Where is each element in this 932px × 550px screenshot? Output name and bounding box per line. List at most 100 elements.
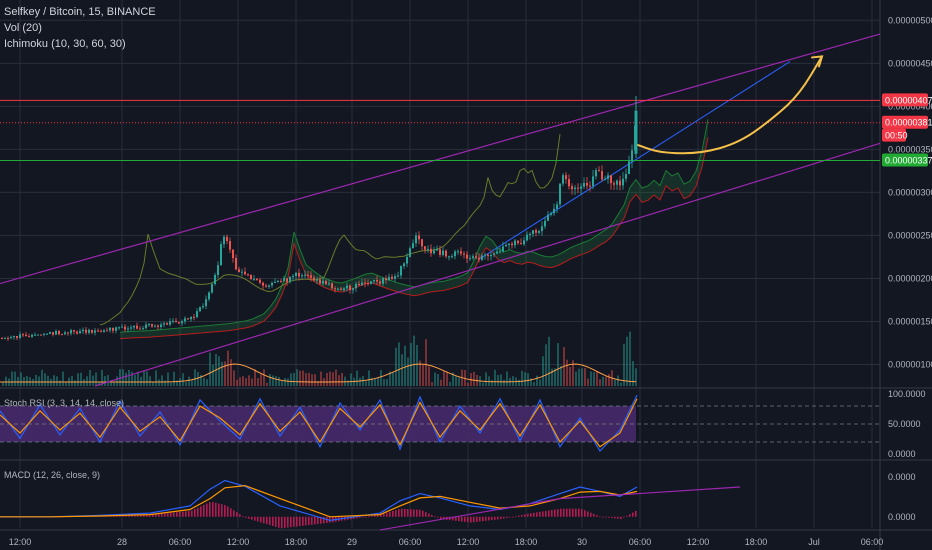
ichimoku-cloud <box>120 119 708 339</box>
volume-bar <box>26 376 28 386</box>
candle-body <box>43 333 45 335</box>
volume-bar <box>47 375 49 386</box>
macd-histogram-bar <box>365 516 367 518</box>
candle-body <box>619 180 621 186</box>
candle-body <box>82 329 84 332</box>
channel-lower-line <box>94 142 881 387</box>
candle-body <box>118 327 120 329</box>
candle-body <box>280 280 282 282</box>
volume-bar <box>530 378 532 386</box>
macd-histogram-bar <box>374 515 376 517</box>
volume-bar <box>248 375 250 386</box>
macd-histogram-bar <box>353 516 355 519</box>
candle-body <box>634 110 638 154</box>
candle-body <box>418 235 420 240</box>
volume-bar <box>548 336 550 386</box>
candle-body <box>262 282 264 286</box>
volume-bar <box>254 369 256 386</box>
macd-histogram-bar <box>464 516 466 522</box>
candle-body <box>166 323 168 325</box>
volume-bar <box>578 368 580 386</box>
time-axis-tick: 18:00 <box>285 537 308 547</box>
volume-bar <box>287 378 289 386</box>
volume-bar <box>506 371 508 386</box>
candle-body <box>445 250 447 257</box>
macd-histogram-bar <box>227 506 229 517</box>
candle-body <box>547 214 549 221</box>
volume-bar <box>584 368 586 386</box>
macd-histogram-bar <box>491 516 493 521</box>
volume-bar <box>365 381 367 386</box>
candle-body <box>508 243 510 246</box>
macd-histogram-bar <box>293 516 295 527</box>
volume-bar <box>281 381 283 386</box>
macd-histogram-bar <box>197 507 199 517</box>
macd-histogram-bar <box>224 504 226 517</box>
volume-bar <box>500 374 502 386</box>
macd-histogram-bar <box>164 513 166 517</box>
volume-bar <box>221 361 223 386</box>
candle-body <box>595 170 597 177</box>
macd-histogram-bar <box>572 508 574 517</box>
macd-trend-line <box>559 486 741 500</box>
macd-histogram-bar <box>395 510 397 517</box>
candle-body <box>505 245 507 247</box>
volume-bar <box>89 370 91 386</box>
volume-bar <box>326 372 328 386</box>
candle-body <box>52 332 54 335</box>
candle-body <box>406 256 408 264</box>
macd-histogram-bar <box>152 514 154 517</box>
volume-bar <box>62 371 64 386</box>
candle-body <box>523 240 525 245</box>
ichimoku-span-b-line <box>119 137 709 340</box>
candle-body <box>130 327 132 329</box>
macd-histogram-bar <box>248 516 250 519</box>
macd-histogram-bar <box>254 516 256 521</box>
candle-body <box>112 327 114 331</box>
volume-bar <box>152 381 154 386</box>
candle-body <box>85 329 87 333</box>
macd-histogram-bar <box>377 514 379 517</box>
macd-histogram-bar <box>314 516 316 525</box>
macd-histogram-bar <box>296 516 298 527</box>
volume-bar <box>605 376 607 386</box>
candle-body <box>520 243 522 245</box>
candle-body <box>364 282 366 284</box>
candle-body <box>220 244 222 266</box>
volume-bar <box>341 372 343 386</box>
macd-axis-tick: 0.0000 <box>888 512 916 522</box>
volume-bar <box>434 372 436 386</box>
macd-histogram-bar <box>383 513 385 517</box>
macd-histogram-bar <box>362 516 364 518</box>
macd-histogram-bar <box>245 516 247 518</box>
macd-histogram-bar <box>461 516 463 522</box>
macd-histogram-bar <box>602 516 604 518</box>
volume-bar <box>17 376 19 386</box>
candle-body <box>160 324 162 328</box>
candle-body <box>577 187 579 189</box>
macd-histogram-bar <box>209 502 211 517</box>
volume-bar <box>431 382 433 386</box>
volume-bar <box>92 375 94 386</box>
candle-body <box>442 250 444 255</box>
macd-histogram-bar <box>311 516 313 525</box>
volume-bar <box>329 371 331 386</box>
candle-body <box>208 292 210 300</box>
macd-histogram-bar <box>191 510 193 517</box>
candle-body <box>94 330 96 333</box>
macd-histogram-bar <box>608 516 610 518</box>
candle-body <box>217 265 219 275</box>
volume-bar <box>635 368 637 386</box>
candle-body <box>475 256 477 258</box>
macd-label: MACD (12, 26, close, 9) <box>4 470 100 480</box>
time-axis-tick: 06:00 <box>861 537 884 547</box>
candle-body <box>625 174 627 179</box>
macd-histogram-bar <box>161 513 163 517</box>
candle-body <box>25 334 27 337</box>
macd-histogram-bar <box>134 514 136 517</box>
price-label-text: 00:50 <box>885 131 908 141</box>
volume-bar <box>602 376 604 386</box>
candle-body <box>391 276 393 279</box>
volume-bar <box>5 376 7 386</box>
